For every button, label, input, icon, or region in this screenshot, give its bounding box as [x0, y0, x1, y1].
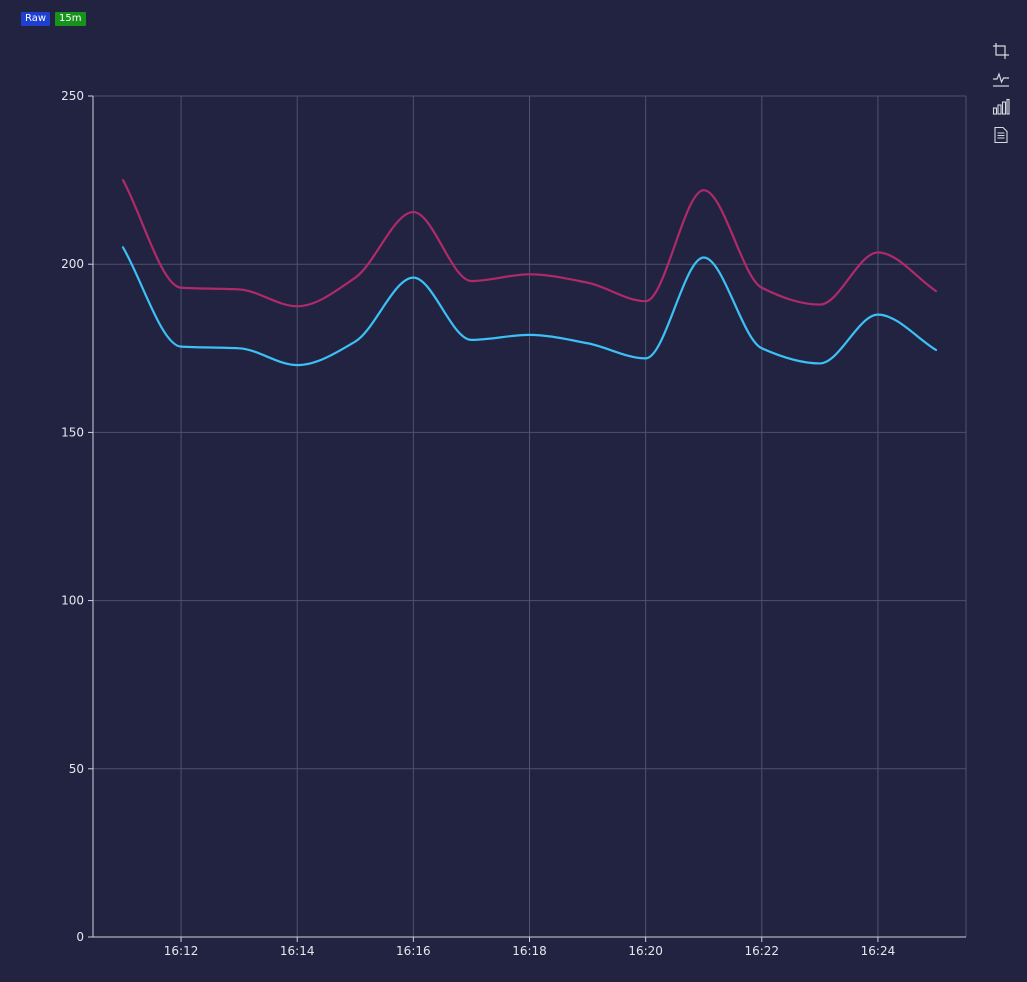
y-tick-label: 250: [61, 89, 84, 103]
series-line-1[interactable]: [121, 179, 938, 308]
series-line-2[interactable]: [121, 246, 938, 367]
axes: [88, 95, 966, 942]
x-tick-label: 16:18: [512, 944, 547, 958]
line-chart-icon: [993, 72, 1009, 87]
y-tick-label: 50: [69, 762, 84, 776]
x-tick-label: 16:14: [280, 944, 315, 958]
crop-button[interactable]: [991, 40, 1011, 62]
x-tick-label: 16:24: [861, 944, 896, 958]
bar-chart-icon: [992, 98, 1010, 115]
x-tick-label: 16:22: [744, 944, 779, 958]
crop-icon: [993, 43, 1009, 59]
data-view-button[interactable]: [991, 124, 1011, 146]
x-tick-label: 16:12: [164, 944, 199, 958]
grid: [93, 95, 967, 937]
badge-group: Raw 15m: [21, 12, 86, 26]
y-tick-label: 0: [76, 930, 84, 944]
series-lines: [121, 179, 938, 367]
line-chart-button[interactable]: [991, 68, 1011, 90]
x-tick-label: 16:20: [628, 944, 663, 958]
tick-labels: 0 50 100 150 200 250 16:12 16:14 16:16 16:18 16:20…: [61, 89, 895, 958]
y-tick-label: 150: [61, 425, 84, 439]
interval-badge[interactable]: 15m: [55, 12, 86, 26]
y-tick-label: 200: [61, 257, 84, 271]
raw-badge[interactable]: Raw: [21, 12, 51, 26]
document-icon: [994, 126, 1008, 144]
bar-chart-button[interactable]: [991, 96, 1011, 118]
chart-toolbar: [991, 40, 1013, 146]
x-tick-label: 16:16: [396, 944, 431, 958]
y-tick-label: 100: [61, 594, 84, 608]
